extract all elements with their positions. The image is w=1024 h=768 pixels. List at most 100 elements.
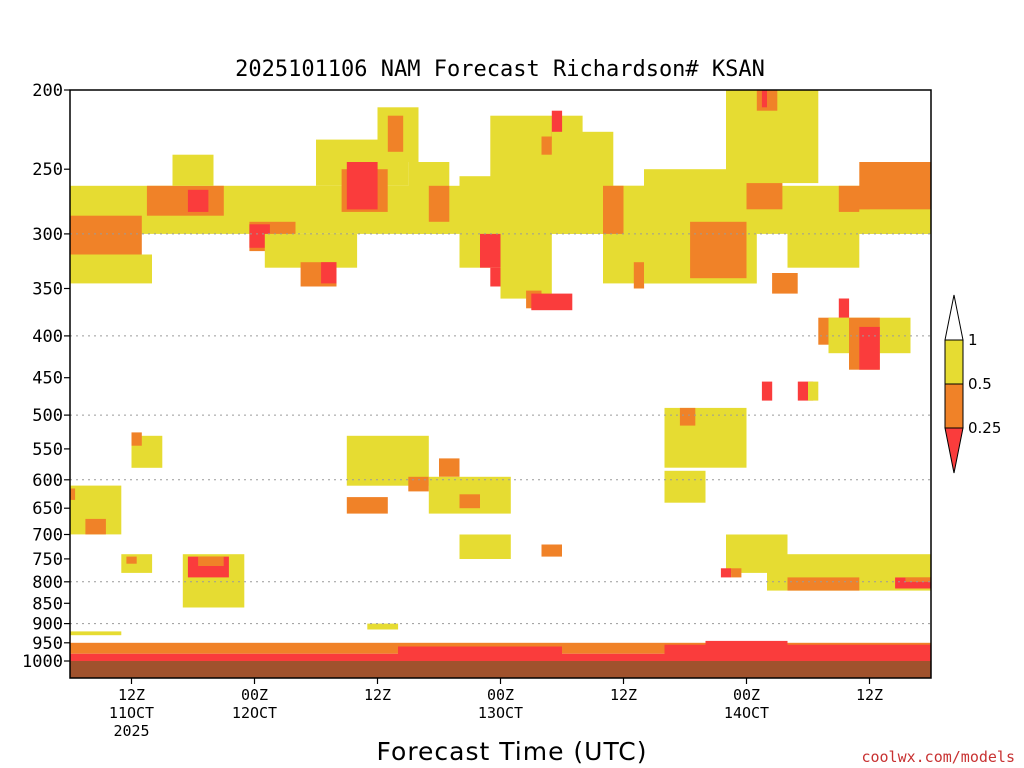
- region-red-20: [490, 267, 501, 287]
- y-tick-label-200: 200: [32, 81, 63, 101]
- region-orange-1: [70, 215, 142, 255]
- y-tick-label-850: 850: [32, 594, 63, 614]
- y-tick-label-600: 600: [32, 471, 63, 491]
- region-orange-58: [459, 494, 480, 509]
- region-orange-34: [746, 180, 783, 210]
- y-tick-label-500: 500: [32, 406, 63, 426]
- region-orange-46: [838, 185, 870, 212]
- x-tick-label-3-line1: 00Z: [487, 686, 514, 704]
- credit-link[interactable]: coolwx.com/models: [861, 748, 1015, 766]
- region-red-44: [859, 326, 880, 370]
- legend-label-1: 1: [968, 331, 978, 349]
- region-orange-76: [126, 556, 137, 564]
- region-orange-66: [787, 577, 860, 591]
- legend-swatch-orange: [945, 384, 963, 428]
- region-orange-57: [346, 497, 388, 514]
- region-red-37: [761, 90, 767, 108]
- region-orange-17: [428, 185, 450, 222]
- y-tick-label-400: 400: [32, 327, 63, 347]
- region-orange-30: [633, 262, 645, 289]
- region-red-85: [664, 644, 931, 661]
- legend-label-0-25: 0.25: [968, 419, 1001, 437]
- richardson-regions: [70, 90, 932, 661]
- region-red-13: [346, 162, 378, 210]
- y-axis: 200 250 300 350 400 450 500 550 600 650 700 750 8008…: [22, 81, 70, 672]
- x-tick-label-0-line3: 2025: [113, 722, 149, 740]
- x-tick-label-1-line1: 00Z: [241, 686, 268, 704]
- region-orange-71: [131, 432, 142, 446]
- region-red-48: [761, 381, 773, 401]
- region-orange-38: [772, 273, 798, 294]
- region-orange-29: [603, 185, 624, 234]
- region-yellow-8: [264, 233, 358, 268]
- x-tick-label-5-line1: 00Z: [733, 686, 760, 704]
- region-orange-55: [439, 458, 460, 477]
- region-yellow-80: [70, 631, 122, 636]
- y-tick-label-550: 550: [32, 440, 63, 460]
- y-tick-label-350: 350: [32, 280, 63, 300]
- region-yellow-61: [664, 470, 706, 503]
- x-tick-label-0-line1: 12Z: [118, 686, 145, 704]
- ground-surface: [70, 661, 931, 678]
- y-tick-label-950: 950: [32, 634, 63, 654]
- region-orange-74: [70, 488, 76, 500]
- legend-arrow-red: [944, 427, 964, 474]
- y-tick-label-650: 650: [32, 499, 63, 519]
- x-tick-label-4-line1: 12Z: [610, 686, 637, 704]
- legend-label-0-5: 0.5: [968, 375, 992, 393]
- legend-arrow-white: [944, 294, 964, 341]
- region-yellow-22: [500, 209, 552, 299]
- region-red-84: [398, 646, 562, 661]
- region-orange-79: [198, 556, 224, 566]
- region-orange-64: [731, 568, 742, 578]
- region-red-41: [838, 298, 850, 318]
- x-tick-label-0-line2: 11OCT: [109, 704, 154, 722]
- y-tick-label-750: 750: [32, 550, 63, 570]
- region-red-63: [720, 568, 732, 578]
- region-red-24: [531, 293, 573, 311]
- region-yellow-50: [808, 381, 819, 401]
- y-tick-label-250: 250: [32, 160, 63, 180]
- region-orange-45: [859, 162, 932, 210]
- x-axis-label: Forecast Time (UTC): [377, 737, 648, 766]
- region-yellow-59: [459, 534, 511, 559]
- region-red-7: [249, 224, 270, 248]
- region-orange-15: [387, 115, 404, 152]
- region-orange-3: [146, 185, 224, 216]
- region-orange-52: [679, 407, 696, 426]
- region-red-10: [321, 262, 337, 284]
- region-orange-73: [85, 518, 106, 535]
- y-tick-label-700: 700: [32, 526, 63, 546]
- region-yellow-81: [367, 623, 399, 630]
- region-red-4: [187, 189, 209, 212]
- y-tick-label-800: 800: [32, 573, 63, 593]
- region-red-67: [895, 577, 931, 589]
- region-orange-33: [690, 221, 747, 279]
- region-orange-36: [756, 90, 778, 111]
- region-orange-60: [541, 544, 562, 557]
- y-tick-label-1000: 1000: [22, 652, 63, 672]
- x-tick-label-3-line2: 13OCT: [478, 704, 523, 722]
- region-yellow-2: [70, 254, 152, 284]
- x-tick-label-1-line2: 12OCT: [232, 704, 277, 722]
- chart-title: 2025101106 NAM Forecast Richardson# KSAN: [235, 57, 765, 82]
- region-yellow-5: [172, 154, 214, 186]
- region-orange-54: [408, 476, 429, 492]
- legend-swatch-yellow: [945, 340, 963, 384]
- region-red-26: [551, 110, 563, 140]
- region-red-86: [705, 640, 788, 661]
- legend: 1 0.5 0.25: [944, 294, 1001, 474]
- y-tick-label-900: 900: [32, 615, 63, 635]
- x-tick-label-6-line1: 12Z: [856, 686, 883, 704]
- region-yellow-69: [869, 558, 931, 578]
- region-yellow-39: [787, 227, 860, 268]
- region-yellow-75: [121, 554, 153, 573]
- y-tick-label-300: 300: [32, 225, 63, 245]
- region-yellow-51: [664, 407, 747, 468]
- y-tick-label-450: 450: [32, 369, 63, 389]
- x-tick-label-2-line1: 12Z: [364, 686, 391, 704]
- region-yellow-47: [859, 209, 932, 234]
- x-tick-label-5-line2: 14OCT: [724, 704, 769, 722]
